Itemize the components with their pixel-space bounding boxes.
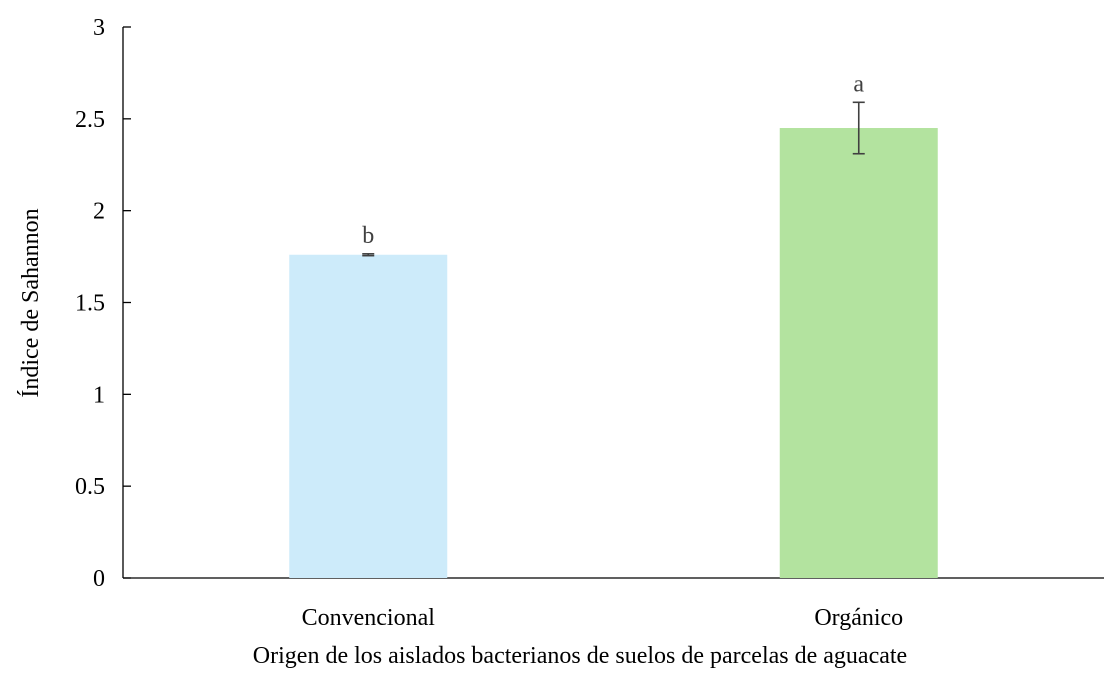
bar-orgánico — [779, 128, 938, 578]
y-tick-label: 1.5 — [75, 291, 105, 317]
y-tick-label: 0.5 — [75, 474, 105, 500]
labels: 0 0.5 1 1.5 2 2.5 3 b Convencional a Orgánico — [75, 15, 903, 631]
axes — [122, 26, 1104, 579]
x-tick-label: Orgánico — [814, 605, 903, 631]
x-axis-label: Origen de los aislados bacterianos de su… — [253, 643, 907, 669]
bar-convencional — [289, 254, 448, 578]
y-tick-label: 1 — [93, 382, 105, 408]
y-axis-label: Índice de Sahannon — [18, 208, 44, 397]
bars — [289, 101, 938, 578]
y-tick-label: 2 — [93, 199, 105, 225]
significance-letter: a — [853, 71, 864, 97]
significance-letter: b — [362, 223, 374, 249]
x-tick-label: Convencional — [302, 605, 436, 631]
y-tick-label: 0 — [93, 566, 105, 592]
y-tick-label: 3 — [93, 15, 105, 41]
y-tick-label: 2.5 — [75, 107, 105, 133]
